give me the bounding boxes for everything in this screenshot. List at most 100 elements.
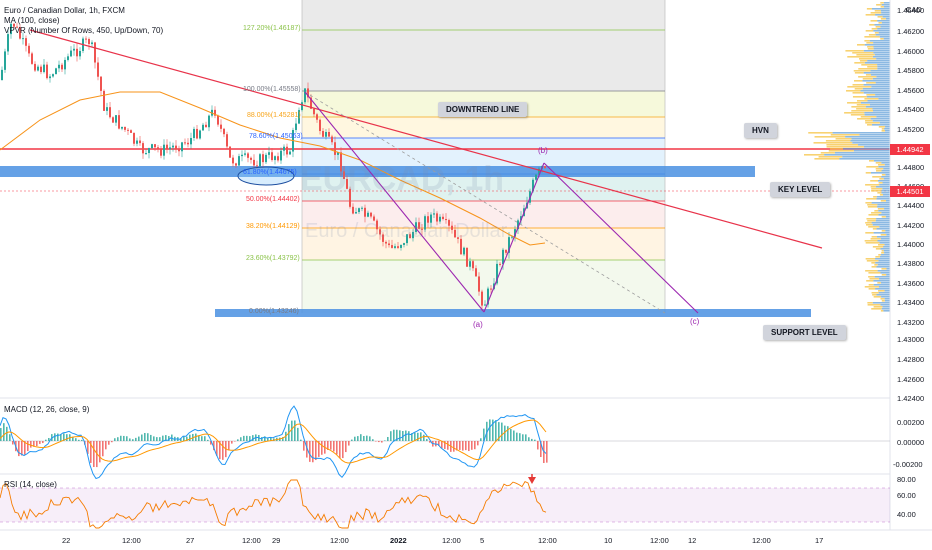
price-axis-label: 1.43600 — [897, 279, 925, 288]
macd-histogram-bar — [540, 441, 542, 458]
volume-bar-up — [884, 128, 890, 130]
wave-label-c: (c) — [690, 317, 700, 326]
rsi-legend[interactable]: RSI (14, close) — [4, 480, 57, 489]
volume-bar-up — [873, 46, 890, 48]
chart-title[interactable]: Euro / Canadian Dollar, 1h, FXCM — [4, 6, 125, 15]
macd-histogram-bar — [390, 431, 392, 441]
highlight-ellipse[interactable] — [237, 166, 295, 186]
key-level-callout[interactable]: KEY LEVEL — [770, 182, 831, 197]
volume-bar-up — [875, 186, 890, 188]
support-level-callout[interactable]: SUPPORT LEVEL — [763, 325, 846, 340]
volume-bar-up — [863, 84, 890, 86]
volume-bar-down — [854, 62, 865, 64]
macd-line — [0, 405, 547, 480]
candle-body — [388, 243, 390, 246]
candle-body — [46, 64, 48, 79]
volume-bar-up — [877, 206, 890, 208]
candle-body — [265, 154, 267, 163]
candle-body — [406, 234, 408, 244]
volume-bar-down — [881, 300, 885, 302]
volume-bar-down — [865, 122, 880, 124]
candle-body — [235, 163, 237, 166]
volume-bar-up — [876, 116, 890, 118]
candle-body — [280, 150, 282, 161]
macd-histogram-bar — [282, 437, 284, 441]
time-axis-label: 12 — [688, 536, 697, 545]
macd-histogram-bar — [156, 437, 158, 441]
candle-body — [85, 38, 87, 40]
volume-bar-down — [814, 136, 846, 138]
price-axis-label: 1.44000 — [897, 240, 925, 249]
fib-retracement[interactable] — [301, 0, 666, 313]
downtrend-line-callout[interactable]: DOWNTREND LINE — [438, 102, 528, 117]
macd-histogram-bar — [234, 441, 236, 442]
downtrend-line[interactable] — [29, 29, 823, 249]
volume-bar-down — [872, 294, 877, 296]
macd-histogram-bar — [147, 433, 149, 441]
macd-histogram-bar — [423, 434, 425, 441]
candle-body — [337, 152, 339, 155]
candle-body — [457, 237, 459, 239]
volume-bar-up — [886, 274, 890, 276]
currency-label: CAD — [906, 5, 922, 14]
volume-bar-up — [873, 42, 890, 44]
volume-bar-down — [880, 38, 884, 40]
volume-bar-down — [865, 74, 871, 76]
volume-bar-up — [860, 90, 890, 92]
volume-bar-down — [877, 192, 882, 194]
candle-body — [124, 126, 126, 130]
volume-bar-up — [871, 202, 890, 204]
macd-histogram-bar — [459, 441, 461, 450]
macd-histogram-bar — [495, 420, 497, 441]
key-level-zone[interactable] — [0, 166, 755, 177]
volume-bar-up — [884, 208, 890, 210]
ma-legend[interactable]: MA (100, close) — [4, 16, 60, 25]
macd-histogram-bar — [498, 422, 500, 441]
volume-bar-up — [881, 296, 890, 298]
price-axis-label: 1.43200 — [897, 318, 925, 327]
volume-bar-up — [871, 222, 890, 224]
candle-body — [208, 115, 210, 128]
candle-body — [199, 130, 201, 139]
volume-bar-up — [881, 176, 890, 178]
volume-bar-up — [873, 280, 890, 282]
volume-bar-up — [881, 4, 890, 6]
macd-legend[interactable]: MACD (12, 26, close, 9) — [4, 405, 90, 414]
vpvr-legend[interactable]: VPVR (Number Of Rows, 450, Up/Down, 70) — [4, 26, 164, 35]
macd-histogram-bar — [525, 434, 527, 441]
macd-histogram-bar — [375, 441, 377, 442]
macd-histogram-bar — [351, 439, 353, 441]
wave-pattern[interactable] — [304, 91, 699, 314]
volume-bar-down — [878, 290, 885, 292]
volume-bar-down — [865, 14, 876, 16]
macd-histogram-bar — [66, 434, 68, 441]
macd-histogram-bar — [153, 436, 155, 441]
candle-body — [421, 228, 423, 230]
candle-body — [367, 212, 369, 217]
macd-histogram-bar — [0, 428, 2, 441]
volume-bar-up — [880, 26, 890, 28]
volume-bar-down — [866, 198, 877, 200]
candle-body — [91, 42, 93, 45]
volume-bar-up — [871, 86, 890, 88]
volume-bar-up — [864, 114, 890, 116]
volume-bar-down — [868, 276, 875, 278]
macd-histogram-bar — [168, 436, 170, 441]
macd-histogram-bar — [6, 426, 8, 441]
macd-histogram-bar — [300, 439, 302, 441]
volume-bar-down — [868, 288, 876, 290]
candle-body — [286, 146, 288, 155]
volume-bar-down — [869, 24, 875, 26]
volume-bar-down — [873, 306, 883, 308]
volume-bar-up — [882, 194, 890, 196]
macd-histogram-bar — [237, 439, 239, 441]
support-level-zone[interactable] — [215, 309, 811, 317]
volume-bar-up — [865, 106, 890, 108]
candle-body — [289, 151, 291, 155]
candle-body — [187, 142, 189, 145]
hvn-callout[interactable]: HVN — [744, 123, 777, 138]
macd-histogram-bar — [429, 441, 431, 443]
candle-body — [463, 247, 465, 255]
candle-body — [475, 268, 477, 277]
